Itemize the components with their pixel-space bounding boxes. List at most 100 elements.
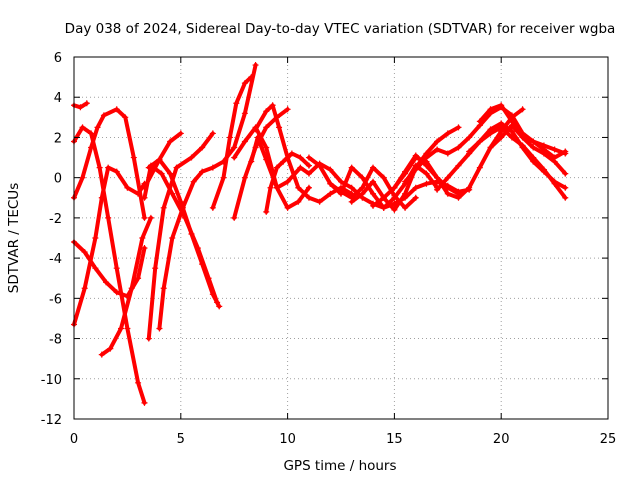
data-point <box>466 184 473 191</box>
data-point <box>359 190 366 197</box>
data-point <box>205 275 212 282</box>
data-point <box>455 144 462 151</box>
data-point <box>92 235 99 241</box>
data-point <box>209 164 216 171</box>
series-line <box>142 131 183 190</box>
data-point <box>81 249 88 256</box>
data-point <box>412 184 419 191</box>
data-point <box>141 214 148 221</box>
series-arc-4 <box>71 124 148 406</box>
data-point <box>226 134 233 141</box>
y-tick-label: -4 <box>49 252 62 267</box>
data-point <box>519 134 526 141</box>
series-arc-19 <box>327 164 419 211</box>
data-point <box>402 204 409 211</box>
data-point <box>562 148 569 155</box>
data-point <box>412 154 419 161</box>
data-point <box>540 146 547 153</box>
data-point <box>83 100 90 107</box>
data-point <box>130 154 137 161</box>
data-point <box>288 150 295 157</box>
data-point <box>156 156 163 163</box>
data-point <box>216 303 223 310</box>
data-point <box>190 178 197 185</box>
data-point <box>305 154 312 161</box>
data-point <box>295 198 302 205</box>
series-arc-16 <box>263 150 312 215</box>
data-point <box>498 124 505 131</box>
data-point <box>231 144 238 151</box>
series-line <box>488 123 568 160</box>
series-line <box>210 75 254 210</box>
data-point <box>135 275 142 282</box>
data-point <box>173 164 180 171</box>
data-point <box>380 174 387 181</box>
data-point <box>476 138 483 145</box>
data-point <box>231 154 238 161</box>
data-point <box>370 178 377 185</box>
chart-title: Day 038 of 2024, Sidereal Day-to-day VTE… <box>65 21 616 37</box>
data-point <box>263 108 270 115</box>
data-point <box>220 174 227 181</box>
data-point <box>359 174 366 181</box>
data-point <box>152 265 159 272</box>
data-point <box>214 299 221 306</box>
data-point <box>297 164 304 171</box>
data-point <box>156 325 163 332</box>
data-point <box>444 150 451 157</box>
data-point <box>370 202 377 209</box>
data-point <box>327 190 334 197</box>
series-arc-22 <box>391 106 526 201</box>
data-point <box>105 214 112 221</box>
data-point <box>327 180 334 187</box>
x-tick-label: 25 <box>600 432 617 447</box>
data-point <box>305 162 312 169</box>
data-point <box>305 194 312 201</box>
data-point <box>348 164 355 171</box>
data-point <box>113 289 120 296</box>
data-point <box>466 148 473 155</box>
data-point <box>263 156 270 163</box>
data-point <box>551 180 558 187</box>
data-point <box>338 188 344 195</box>
data-point <box>241 138 248 145</box>
data-point <box>128 285 135 292</box>
data-point <box>498 102 505 109</box>
data-point <box>391 184 398 191</box>
x-tick-label: 10 <box>279 432 296 447</box>
data-point <box>79 174 86 181</box>
data-point <box>98 351 105 358</box>
data-point <box>402 178 409 185</box>
data-point <box>444 130 451 137</box>
data-point <box>254 134 261 141</box>
data-point <box>280 158 287 165</box>
data-point <box>209 204 216 211</box>
data-point <box>269 102 276 109</box>
data-point <box>135 379 142 386</box>
data-point <box>370 190 377 197</box>
data-point <box>177 130 184 137</box>
data-point <box>252 62 259 69</box>
data-point <box>88 144 95 151</box>
data-point <box>519 106 526 113</box>
data-point <box>122 114 129 121</box>
data-point <box>316 162 323 169</box>
series-line <box>72 107 147 220</box>
data-point <box>434 138 441 145</box>
data-point <box>147 214 154 221</box>
data-point <box>145 335 152 342</box>
data-point <box>444 174 451 181</box>
series-line <box>99 215 153 357</box>
data-point <box>92 265 99 272</box>
data-point <box>113 265 120 272</box>
data-point <box>508 122 515 129</box>
data-point <box>100 112 107 119</box>
data-point <box>305 184 312 191</box>
data-point <box>94 124 101 131</box>
data-point <box>124 184 131 191</box>
series-line <box>467 125 568 200</box>
data-point <box>81 285 88 292</box>
data-point <box>391 192 398 199</box>
data-point <box>160 285 167 292</box>
data-point <box>305 170 312 177</box>
